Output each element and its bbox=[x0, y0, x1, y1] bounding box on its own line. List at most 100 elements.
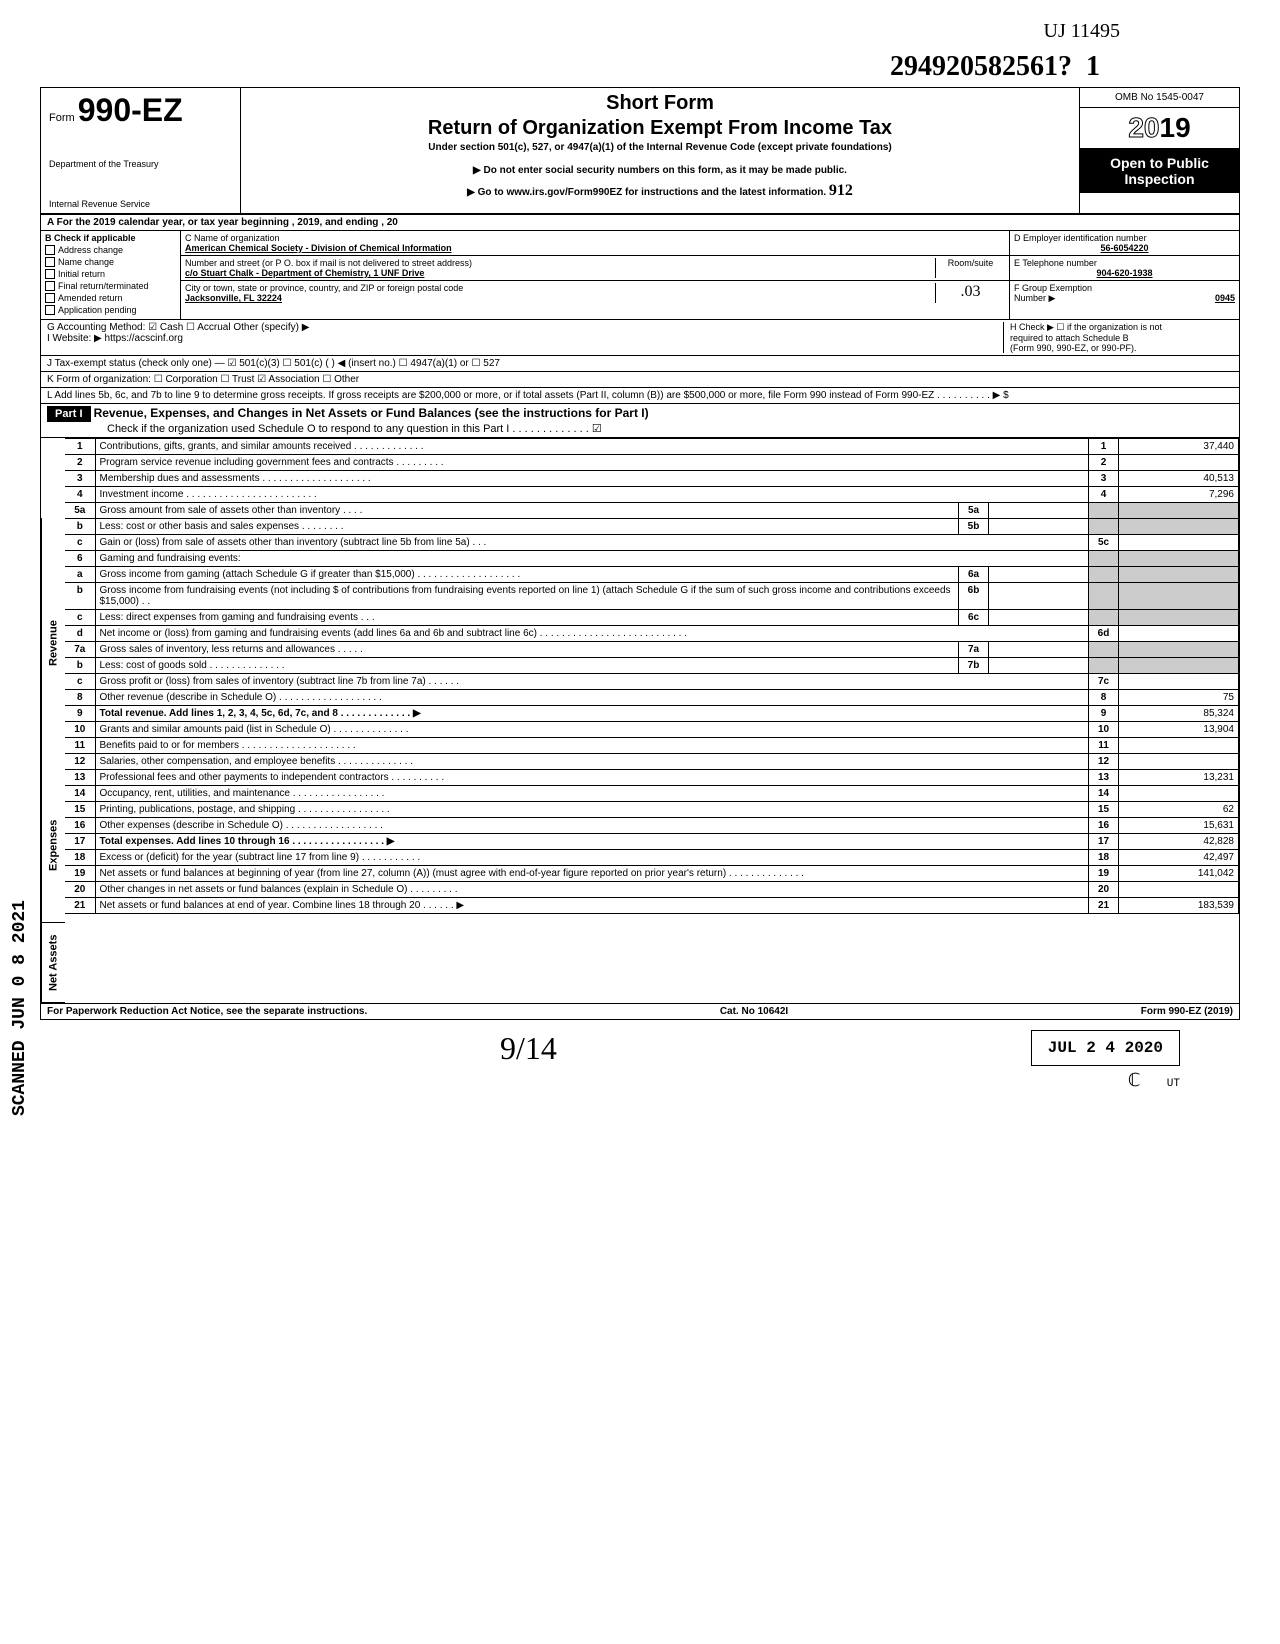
line-description: Gain or (loss) from sale of assets other… bbox=[95, 535, 1089, 551]
line-ref: 20 bbox=[1089, 882, 1119, 898]
line-number: 1 bbox=[65, 439, 95, 455]
table-row: 9 Total revenue. Add lines 1, 2, 3, 4, 5… bbox=[65, 706, 1239, 722]
line-ref: 4 bbox=[1089, 487, 1119, 503]
side-revenue: Revenue bbox=[41, 518, 65, 768]
inner-ref: 6a bbox=[959, 567, 989, 583]
line-ref: 21 bbox=[1089, 898, 1119, 914]
line-number: 8 bbox=[65, 690, 95, 706]
table-row: 11 Benefits paid to or for members . . .… bbox=[65, 738, 1239, 754]
inner-ref: 7a bbox=[959, 642, 989, 658]
dept-treasury: Department of the Treasury bbox=[49, 159, 232, 169]
line-value: 75 bbox=[1119, 690, 1239, 706]
line-description: Gross income from gaming (attach Schedul… bbox=[95, 567, 959, 583]
checkbox-icon[interactable] bbox=[45, 305, 55, 315]
line-ref: 10 bbox=[1089, 722, 1119, 738]
line-ref bbox=[1089, 519, 1119, 535]
scanned-stamp: SCANNED JUN 0 8 2021 bbox=[10, 900, 30, 1116]
checkbox-icon[interactable] bbox=[45, 281, 55, 291]
short-form-title: Short Form bbox=[249, 92, 1071, 115]
line-description: Total expenses. Add lines 10 through 16 … bbox=[95, 834, 1089, 850]
table-row: 8 Other revenue (describe in Schedule O)… bbox=[65, 690, 1239, 706]
label-ein: D Employer identification number bbox=[1014, 233, 1235, 243]
subtitle: Under section 501(c), 527, or 4947(a)(1)… bbox=[249, 142, 1071, 153]
line-ref bbox=[1089, 658, 1119, 674]
line-ref bbox=[1089, 642, 1119, 658]
address: c/o Stuart Chalk - Department of Chemist… bbox=[185, 268, 935, 278]
header-left: Form 990-EZ Department of the Treasury I… bbox=[41, 88, 241, 213]
checkbox-label: Address change bbox=[58, 245, 123, 255]
line-number: 13 bbox=[65, 770, 95, 786]
inner-value bbox=[989, 583, 1089, 610]
line-ref bbox=[1089, 583, 1119, 610]
line-number: c bbox=[65, 535, 95, 551]
line-number: 15 bbox=[65, 802, 95, 818]
table-row: 18 Excess or (deficit) for the year (sub… bbox=[65, 850, 1239, 866]
part1-label: Part I bbox=[47, 406, 91, 422]
note-goto: ▶ Go to www.irs.gov/Form990EZ for instru… bbox=[249, 182, 1071, 200]
checkbox-icon[interactable] bbox=[45, 269, 55, 279]
line-value: 13,904 bbox=[1119, 722, 1239, 738]
inner-value bbox=[989, 610, 1089, 626]
line-value: 40,513 bbox=[1119, 471, 1239, 487]
label-number: Number ▶ bbox=[1014, 293, 1055, 303]
side-labels: Revenue Expenses Net Assets bbox=[41, 438, 65, 1003]
line-description: Gross profit or (loss) from sales of inv… bbox=[95, 674, 1089, 690]
line-value bbox=[1119, 674, 1239, 690]
checkbox-icon[interactable] bbox=[45, 293, 55, 303]
inner-value bbox=[989, 503, 1089, 519]
table-row: b Less: cost of goods sold . . . . . . .… bbox=[65, 658, 1239, 674]
line-ref: 11 bbox=[1089, 738, 1119, 754]
line-value bbox=[1119, 658, 1239, 674]
hw-room: .03 bbox=[935, 283, 1005, 303]
line-value: 15,631 bbox=[1119, 818, 1239, 834]
line-ref: 7c bbox=[1089, 674, 1119, 690]
line-ref: 16 bbox=[1089, 818, 1119, 834]
line-number: 9 bbox=[65, 706, 95, 722]
checkbox-row: Initial return bbox=[45, 269, 176, 279]
line-description: Contributions, gifts, grants, and simila… bbox=[95, 439, 1089, 455]
table-row: 20 Other changes in net assets or fund b… bbox=[65, 882, 1239, 898]
table-row: 7a Gross sales of inventory, less return… bbox=[65, 642, 1239, 658]
table-row: b Less: cost or other basis and sales ex… bbox=[65, 519, 1239, 535]
footer-right: Form 990-EZ (2019) bbox=[1141, 1006, 1233, 1017]
group-exemption-value: 0945 bbox=[1215, 293, 1235, 303]
hw-year: 912 bbox=[829, 182, 853, 199]
table-row: 17 Total expenses. Add lines 10 through … bbox=[65, 834, 1239, 850]
dln-number: 294920582561? 1 bbox=[40, 51, 1240, 83]
table-row: 21 Net assets or fund balances at end of… bbox=[65, 898, 1239, 914]
table-row: 1 Contributions, gifts, grants, and simi… bbox=[65, 439, 1239, 455]
line-description: Investment income . . . . . . . . . . . … bbox=[95, 487, 1089, 503]
line-value: 13,231 bbox=[1119, 770, 1239, 786]
checkbox-icon[interactable] bbox=[45, 257, 55, 267]
line-value bbox=[1119, 503, 1239, 519]
line-description: Benefits paid to or for members . . . . … bbox=[95, 738, 1089, 754]
table-row: 12 Salaries, other compensation, and emp… bbox=[65, 754, 1239, 770]
line-description: Net income or (loss) from gaming and fun… bbox=[95, 626, 1089, 642]
table-row: 10 Grants and similar amounts paid (list… bbox=[65, 722, 1239, 738]
line-value bbox=[1119, 455, 1239, 471]
line-ref: 15 bbox=[1089, 802, 1119, 818]
line-description: Gross amount from sale of assets other t… bbox=[95, 503, 959, 519]
checkbox-icon[interactable] bbox=[45, 245, 55, 255]
label-group-exemption: F Group Exemption bbox=[1014, 283, 1092, 293]
row-k-form-org: K Form of organization: ☐ Corporation ☐ … bbox=[41, 372, 1239, 388]
line-description: Less: cost or other basis and sales expe… bbox=[95, 519, 959, 535]
side-expenses: Expenses bbox=[41, 768, 65, 923]
line-ref: 17 bbox=[1089, 834, 1119, 850]
table-row: 19 Net assets or fund balances at beginn… bbox=[65, 866, 1239, 882]
line-ref: 8 bbox=[1089, 690, 1119, 706]
checkbox-label: Name change bbox=[58, 257, 114, 267]
inner-ref: 5a bbox=[959, 503, 989, 519]
line-description: Printing, publications, postage, and shi… bbox=[95, 802, 1089, 818]
table-row: 15 Printing, publications, postage, and … bbox=[65, 802, 1239, 818]
inner-ref: 6c bbox=[959, 610, 989, 626]
line-value: 141,042 bbox=[1119, 866, 1239, 882]
form-prefix: Form bbox=[49, 112, 75, 124]
table-row: c Gain or (loss) from sale of assets oth… bbox=[65, 535, 1239, 551]
line-description: Gross income from fundraising events (no… bbox=[95, 583, 959, 610]
part1-header-row: Part I Revenue, Expenses, and Changes in… bbox=[41, 404, 1239, 438]
line-number: 6 bbox=[65, 551, 95, 567]
line-value: 7,296 bbox=[1119, 487, 1239, 503]
line-number: d bbox=[65, 626, 95, 642]
lines-table: 1 Contributions, gifts, grants, and simi… bbox=[65, 438, 1239, 914]
